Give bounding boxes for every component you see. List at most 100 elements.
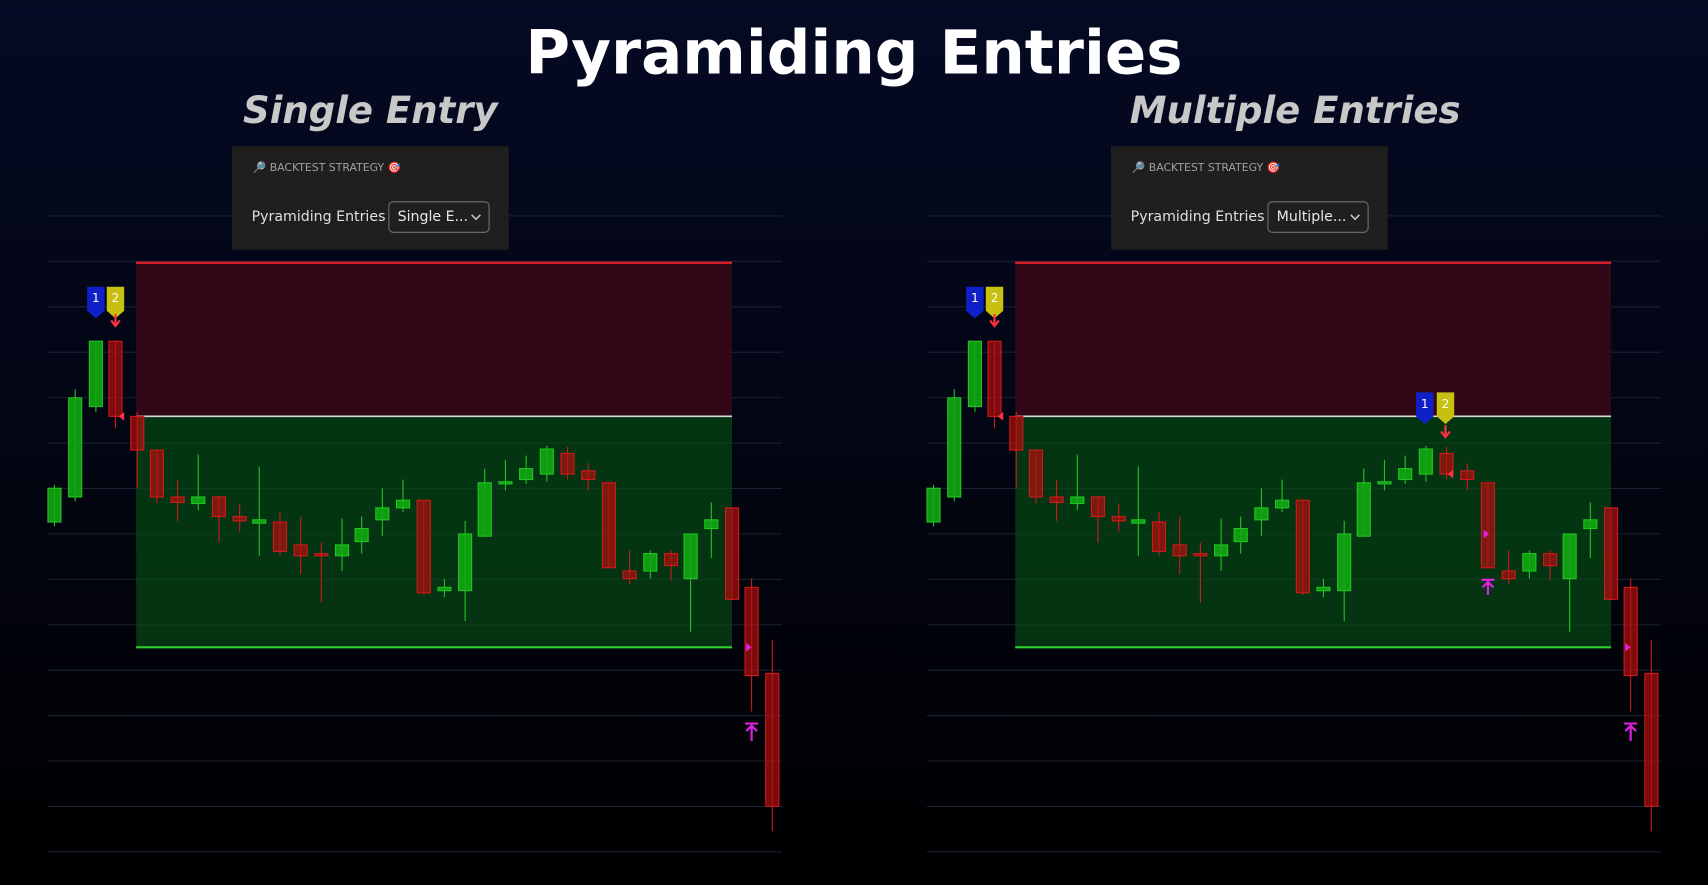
candle-body [88, 340, 103, 408]
exit-arrow [745, 722, 759, 741]
entry-triangle [1447, 469, 1454, 479]
candle-body [108, 340, 123, 417]
candle-body [334, 544, 350, 557]
candle-body [1233, 528, 1248, 543]
panel-heading: Single Entry [243, 89, 499, 132]
candle-body [1398, 468, 1413, 481]
dropdown-chevron [1350, 214, 1361, 221]
candle-body [1275, 499, 1290, 509]
candle-body [967, 340, 982, 408]
candle-body [1356, 482, 1371, 537]
candle-body [1070, 496, 1085, 505]
entry-badge [1416, 392, 1434, 424]
candle-body [560, 452, 575, 475]
candle-body [191, 496, 206, 505]
candle-body [458, 533, 473, 592]
entry-badge-label: 2 [991, 291, 999, 305]
settings-dropdown[interactable] [388, 201, 490, 233]
candle-body [211, 496, 227, 518]
stop-loss-zone [136, 262, 733, 417]
candle-body [1193, 553, 1208, 557]
candle-body [1337, 533, 1352, 592]
settings-dropdown-value: Single E... [398, 209, 468, 225]
chart-panel: Single Entry 1 2 🔎 BACKTEST STRATEGY 🎯 Pyram… [47, 89, 783, 853]
candle-body [1522, 553, 1537, 572]
candle-body [601, 482, 616, 569]
candle-body [1049, 496, 1064, 503]
entry-badge-label: 1 [971, 291, 979, 305]
candle-body [68, 397, 83, 498]
candle-body [416, 499, 431, 594]
candle-body [1644, 672, 1659, 807]
stop-loss-zone [1015, 262, 1612, 417]
exit-arrow [1481, 578, 1495, 595]
candle-body [1439, 452, 1454, 475]
candle-body [926, 487, 941, 523]
candle-body [1009, 415, 1024, 451]
settings-label: Pyramiding Entries [252, 209, 386, 225]
candle-body [581, 470, 596, 481]
candle-body [170, 496, 185, 503]
candle-body [375, 507, 390, 521]
settings-dropdown-value: Multiple... [1277, 209, 1347, 225]
candle-body [683, 533, 698, 580]
candle-body [293, 544, 308, 557]
candle-body [1501, 570, 1516, 580]
candle-body [149, 449, 164, 498]
entry-badge [985, 286, 1004, 319]
candle-body [252, 519, 267, 524]
candle-body [1460, 470, 1475, 481]
exit-triangle [1625, 642, 1631, 652]
entry-badge-label: 2 [112, 291, 120, 305]
page-title: Pyramiding Entries [525, 17, 1182, 88]
candle-body [47, 487, 62, 523]
entry-arrow [110, 313, 121, 328]
settings-dropdown[interactable] [1267, 201, 1369, 233]
entry-badge [966, 286, 984, 319]
candle-body [1377, 481, 1392, 485]
candle-body [477, 482, 492, 537]
candle-body [1542, 553, 1558, 567]
candle-body [663, 553, 679, 567]
candle-body [272, 521, 288, 552]
candle-body [130, 415, 145, 451]
exit-triangle [1483, 529, 1490, 539]
entry-badge [87, 286, 105, 319]
candle-body [987, 340, 1002, 417]
candle-body [1131, 519, 1146, 524]
exit-arrow [1624, 722, 1638, 741]
candle-body [1254, 507, 1269, 521]
candle-body [519, 468, 534, 481]
candle-body [622, 570, 637, 580]
entry-badge [1436, 392, 1455, 424]
candle-body [1480, 482, 1496, 569]
candle-body [765, 672, 780, 807]
entry-arrow [989, 313, 1000, 328]
candle-body [643, 553, 658, 572]
candle-body [498, 481, 513, 485]
candle-body [1111, 516, 1126, 522]
entry-triangle [997, 412, 1004, 421]
candle-body [947, 397, 962, 498]
candle-body [1418, 448, 1433, 475]
candle-body [1151, 521, 1167, 552]
entry-badge-label: 1 [1421, 397, 1429, 411]
candle-body [437, 586, 452, 592]
entry-badge-label: 1 [92, 291, 100, 305]
candle-body [1214, 544, 1229, 557]
panel-heading: Multiple Entries [1130, 89, 1461, 132]
candle-body [354, 528, 369, 543]
settings-section: 🔎 BACKTEST STRATEGY 🎯 [1132, 160, 1281, 174]
take-profit-zone [136, 416, 733, 648]
candle-body [1603, 507, 1619, 600]
exit-triangle [746, 642, 752, 652]
dropdown-chevron [471, 214, 481, 221]
candle-body [539, 448, 554, 475]
candle-body [232, 516, 247, 522]
candle-body [724, 507, 740, 600]
candle-body [1295, 499, 1310, 594]
candle-body [395, 499, 411, 509]
